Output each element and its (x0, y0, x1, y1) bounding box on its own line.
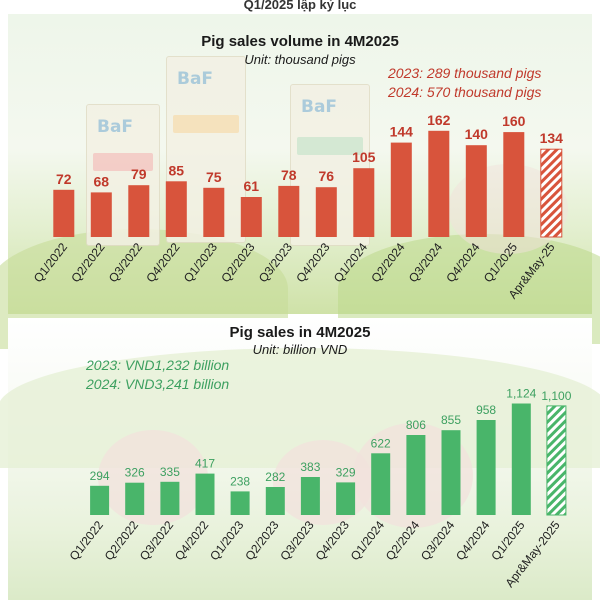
clipped-header-text: Q1/2025 lập kỷ lục (243, 0, 357, 12)
chart2-category-label: Q2/2022 (102, 518, 142, 563)
chart2-bar (90, 485, 110, 515)
chart1-bar (503, 132, 525, 237)
chart1-category-label: Q3/2023 (256, 240, 296, 285)
chart1-value-label: 105 (352, 149, 376, 165)
chart1-category-label: Q1/2023 (181, 240, 221, 285)
chart1-value-label: 75 (206, 169, 222, 185)
chart1-value-label: 85 (169, 162, 185, 178)
chart2-value-label: 238 (230, 474, 250, 488)
chart2-category-label: Q3/2022 (137, 518, 177, 563)
chart1-category-label: Q1/2024 (331, 240, 371, 285)
chart2-annotation-2024: 2024: VND3,241 billion (85, 376, 229, 392)
chart2-bar (406, 435, 426, 515)
chart1-value-label: 79 (131, 166, 147, 182)
chart2-category-label: Q3/2024 (418, 518, 458, 563)
chart1-category-label: Q3/2024 (406, 240, 446, 285)
chart1-bar (315, 187, 337, 237)
chart2-value-label: 417 (195, 457, 215, 471)
chart2-category-label: Q2/2024 (383, 518, 423, 563)
chart1-value-label: 160 (502, 113, 526, 129)
chart1-bar (203, 187, 225, 237)
chart1-value-label: 134 (540, 130, 564, 146)
chart2-category-label: Q4/2023 (313, 518, 353, 563)
chart1-value-label: 144 (390, 124, 414, 140)
chart2-value-label: 335 (160, 465, 180, 479)
chart1-bar (428, 130, 450, 237)
chart2-category-label: Q3/2023 (277, 518, 317, 563)
chart2-bar (441, 430, 461, 515)
chart1-category-label: Q2/2023 (218, 240, 258, 285)
chart1-bar (53, 189, 75, 237)
chart2-bar (511, 403, 531, 515)
chart2-bar (371, 453, 391, 515)
chart1-value-label: 76 (319, 168, 335, 184)
chart1-category-label: Q4/2024 (443, 240, 483, 285)
chart1-category-label: Q1/2025 (481, 240, 521, 285)
chart2-bar (300, 477, 320, 515)
chart1-bars: 72 Q1/2022 68 Q2/2022 79 Q3/2022 85 Q4/2022 75 Q1… (31, 112, 563, 302)
chart2-value-label: 622 (371, 436, 391, 450)
chart1-bar (278, 185, 300, 237)
chart2-value-label: 855 (441, 413, 461, 427)
chart2-subtitle: Unit: billion VND (253, 342, 348, 357)
chart2-value-label: 294 (90, 469, 110, 483)
chart2-bar (476, 420, 496, 515)
chart2-title: Pig sales in 4M2025 (230, 324, 371, 341)
chart2-value-label: 326 (125, 466, 145, 480)
chart2-annotation-2023: 2023: VND1,232 billion (85, 357, 229, 373)
pig-illustration (98, 430, 208, 525)
chart2-category-label: Q1/2023 (207, 518, 247, 563)
chart1-subtitle: Unit: thousand pigs (244, 52, 356, 67)
chart2-category-label: Q4/2024 (453, 518, 493, 563)
chart2-value-label: 806 (406, 418, 426, 432)
chart1-category-label: Q4/2022 (143, 240, 183, 285)
chart2-bar (125, 482, 145, 515)
chart2-category-label: Q4/2022 (172, 518, 212, 563)
chart1-value-label: 68 (94, 173, 110, 189)
chart2-bars: 294 Q1/2022 326 Q2/2022 335 Q3/2022 417 Q4/2022… (67, 387, 572, 590)
chart1-bar (240, 197, 262, 237)
chart1-bar (540, 148, 563, 238)
chart1-annotation-2024: 2024: 570 thousand pigs (387, 84, 541, 100)
chart1-category-label: Q2/2022 (68, 240, 108, 285)
chart2-bar (336, 482, 356, 515)
chart2-value-label: 1,100 (541, 389, 571, 403)
chart1-bar (128, 185, 150, 237)
chart1-value-label: 162 (427, 112, 451, 128)
chart2-bar (230, 491, 250, 515)
chart1-value-label: 140 (465, 126, 489, 142)
chart1-bar (353, 168, 375, 237)
chart2-bar (160, 481, 180, 515)
chart2-value-label: 1,124 (506, 387, 536, 401)
chart1-bar (390, 142, 412, 237)
chart1-category-label: Q4/2023 (293, 240, 333, 285)
chart1-bar (465, 145, 487, 237)
chart2-value-label: 282 (265, 470, 285, 484)
chart1-title: Pig sales volume in 4M2025 (201, 33, 399, 50)
chart2-value-label: 958 (476, 403, 496, 417)
chart1-category-label: Q3/2022 (106, 240, 146, 285)
chart2-category-label: Q2/2023 (242, 518, 282, 563)
chart1-bar (90, 192, 112, 237)
chart2-bar (265, 487, 285, 515)
chart2-bar (195, 473, 215, 515)
chart1-value-label: 61 (244, 178, 260, 194)
chart2-category-label: Q1/2024 (348, 518, 388, 563)
chart2-bar (546, 405, 567, 516)
chart1-category-label: Q1/2022 (31, 240, 71, 285)
chart2-category-label: Q1/2022 (67, 518, 107, 563)
chart1-annotation-2023: 2023: 289 thousand pigs (387, 65, 541, 81)
chart2-value-label: 329 (336, 465, 356, 479)
chart2-value-label: 383 (300, 460, 320, 474)
chart1-value-label: 72 (56, 171, 72, 187)
chart1-value-label: 78 (281, 167, 297, 183)
chart1-category-label: Q2/2024 (368, 240, 408, 285)
chart1-bar (165, 181, 187, 237)
